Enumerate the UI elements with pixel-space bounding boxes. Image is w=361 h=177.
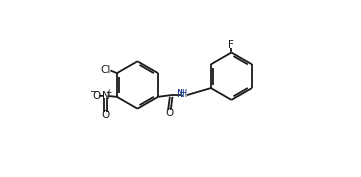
Text: N: N bbox=[102, 91, 109, 101]
Text: O: O bbox=[92, 91, 100, 101]
Text: −: − bbox=[90, 87, 98, 97]
Text: Cl: Cl bbox=[101, 65, 111, 76]
Text: H: H bbox=[180, 89, 187, 99]
Text: N: N bbox=[178, 89, 185, 99]
Text: O: O bbox=[165, 108, 174, 118]
Text: F: F bbox=[229, 40, 234, 50]
Text: O: O bbox=[101, 110, 110, 120]
Text: +: + bbox=[105, 88, 112, 97]
